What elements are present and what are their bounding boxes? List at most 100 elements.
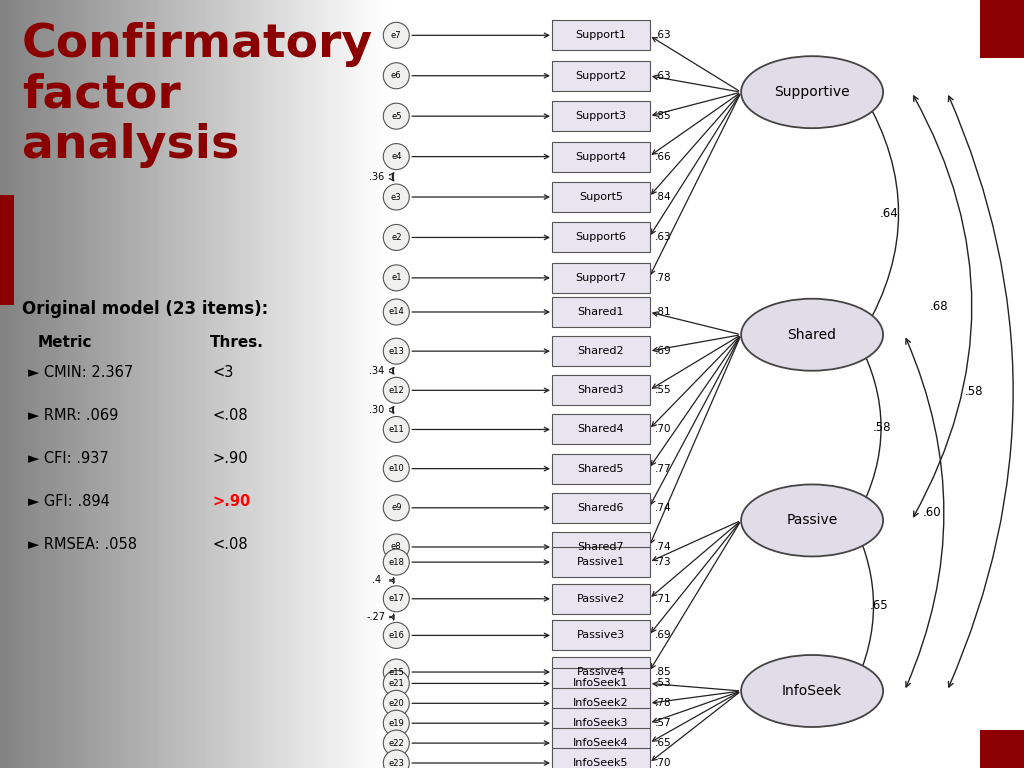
Circle shape xyxy=(383,586,410,612)
Text: .69: .69 xyxy=(655,631,672,641)
Text: e5: e5 xyxy=(391,111,401,121)
Text: Passive1: Passive1 xyxy=(577,557,625,567)
FancyBboxPatch shape xyxy=(552,415,650,445)
Text: Original model (23 items):: Original model (23 items): xyxy=(22,300,268,318)
Text: e1: e1 xyxy=(391,273,401,283)
Text: e20: e20 xyxy=(388,699,404,708)
Ellipse shape xyxy=(741,485,883,557)
FancyBboxPatch shape xyxy=(552,20,650,51)
Text: .36: .36 xyxy=(369,172,384,182)
Text: InfoSeek2: InfoSeek2 xyxy=(573,698,629,708)
FancyBboxPatch shape xyxy=(552,688,650,718)
Text: Passive2: Passive2 xyxy=(577,594,625,604)
Text: <.08: <.08 xyxy=(213,408,249,423)
Circle shape xyxy=(383,710,410,737)
Text: Passive4: Passive4 xyxy=(577,667,625,677)
Text: .84: .84 xyxy=(655,192,672,202)
Circle shape xyxy=(383,63,410,89)
Text: Shared2: Shared2 xyxy=(578,346,625,356)
Text: .69: .69 xyxy=(655,346,672,356)
Text: InfoSeek3: InfoSeek3 xyxy=(573,718,629,728)
Text: .34: .34 xyxy=(369,366,384,376)
Text: Support7: Support7 xyxy=(575,273,627,283)
Text: ► RMSEA: .058: ► RMSEA: .058 xyxy=(28,537,137,552)
Bar xyxy=(980,0,1024,58)
FancyBboxPatch shape xyxy=(552,748,650,768)
Circle shape xyxy=(383,184,410,210)
Text: .81: .81 xyxy=(655,307,672,317)
Text: .65: .65 xyxy=(655,738,672,748)
Circle shape xyxy=(383,549,410,575)
Text: .71: .71 xyxy=(655,594,672,604)
Text: .85: .85 xyxy=(655,667,672,677)
Ellipse shape xyxy=(741,56,883,128)
Text: Support2: Support2 xyxy=(575,71,627,81)
Text: ► CFI: .937: ► CFI: .937 xyxy=(28,451,109,466)
Text: .73: .73 xyxy=(655,557,672,567)
Text: Support1: Support1 xyxy=(575,30,627,41)
Text: .78: .78 xyxy=(655,273,672,283)
Text: >.90: >.90 xyxy=(213,451,249,466)
Text: Shared4: Shared4 xyxy=(578,425,625,435)
Text: InfoSeek: InfoSeek xyxy=(782,684,842,698)
FancyBboxPatch shape xyxy=(552,182,650,212)
Text: e12: e12 xyxy=(388,386,404,395)
Text: e11: e11 xyxy=(388,425,404,434)
Circle shape xyxy=(383,495,410,521)
Circle shape xyxy=(383,690,410,717)
Text: e14: e14 xyxy=(388,307,404,316)
FancyBboxPatch shape xyxy=(552,61,650,91)
FancyBboxPatch shape xyxy=(552,547,650,577)
FancyBboxPatch shape xyxy=(552,657,650,687)
Text: Support3: Support3 xyxy=(575,111,627,121)
Text: .30: .30 xyxy=(369,405,384,415)
Bar xyxy=(980,730,1024,768)
Text: e4: e4 xyxy=(391,152,401,161)
Text: .4: .4 xyxy=(372,575,381,585)
Circle shape xyxy=(383,416,410,442)
Text: ► RMR: .069: ► RMR: .069 xyxy=(28,408,119,423)
Text: Supportive: Supportive xyxy=(774,85,850,99)
Text: .65: .65 xyxy=(869,599,889,612)
Text: .74: .74 xyxy=(655,503,672,513)
Text: .58: .58 xyxy=(965,385,983,398)
FancyBboxPatch shape xyxy=(552,101,650,131)
FancyBboxPatch shape xyxy=(552,297,650,327)
Text: Shared6: Shared6 xyxy=(578,503,625,513)
Text: .85: .85 xyxy=(655,111,672,121)
Circle shape xyxy=(383,144,410,170)
Text: e7: e7 xyxy=(391,31,401,40)
Text: e6: e6 xyxy=(391,71,401,80)
Text: Confirmatory
factor
analysis: Confirmatory factor analysis xyxy=(22,22,373,167)
Text: e15: e15 xyxy=(388,667,404,677)
Circle shape xyxy=(383,455,410,482)
Text: .70: .70 xyxy=(655,425,672,435)
Circle shape xyxy=(383,622,410,648)
Text: Support6: Support6 xyxy=(575,233,627,243)
Text: Shared5: Shared5 xyxy=(578,464,625,474)
Text: .55: .55 xyxy=(655,386,672,396)
Text: ► CMIN: 2.367: ► CMIN: 2.367 xyxy=(28,365,133,380)
Text: .77: .77 xyxy=(655,464,672,474)
Text: Support4: Support4 xyxy=(575,151,627,161)
Text: Shared3: Shared3 xyxy=(578,386,625,396)
Text: e8: e8 xyxy=(391,542,401,551)
Text: e23: e23 xyxy=(388,759,404,767)
Text: ► GFI: .894: ► GFI: .894 xyxy=(28,494,110,509)
Text: e21: e21 xyxy=(388,679,404,688)
Circle shape xyxy=(383,338,410,364)
Text: .63: .63 xyxy=(655,30,672,41)
Text: e18: e18 xyxy=(388,558,404,567)
Text: -.27: -.27 xyxy=(367,612,386,622)
Circle shape xyxy=(383,22,410,48)
Circle shape xyxy=(383,299,410,325)
Text: e22: e22 xyxy=(388,739,404,747)
Text: .74: .74 xyxy=(655,542,672,552)
FancyBboxPatch shape xyxy=(552,376,650,406)
FancyBboxPatch shape xyxy=(552,668,650,698)
FancyBboxPatch shape xyxy=(552,728,650,758)
FancyBboxPatch shape xyxy=(552,584,650,614)
Text: .68: .68 xyxy=(930,300,948,313)
Text: .63: .63 xyxy=(655,233,672,243)
Text: Shared: Shared xyxy=(787,328,837,342)
